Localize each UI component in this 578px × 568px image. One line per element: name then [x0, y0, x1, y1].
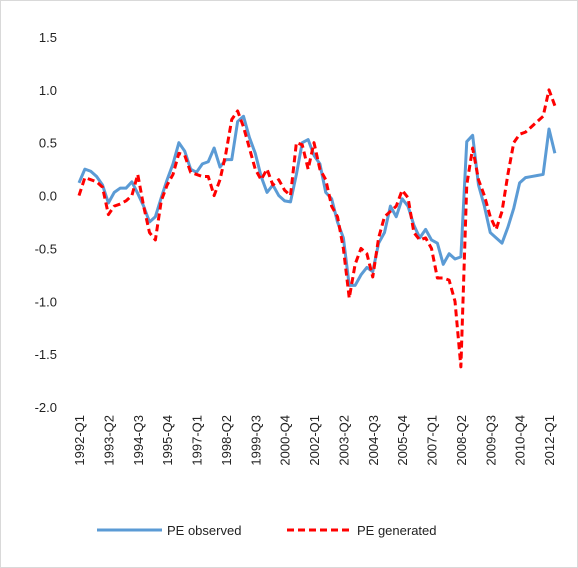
x-tick-label: 2008-Q2 [454, 415, 469, 466]
legend-label: PE generated [357, 523, 437, 538]
data-line [77, 88, 557, 369]
legend-label: PE observed [167, 523, 241, 538]
x-tick-label: 2007-Q1 [425, 415, 440, 466]
x-tick-label: 2012-Q1 [542, 415, 557, 466]
y-tick-label: -0.5 [35, 241, 57, 256]
x-tick-label: 1994-Q3 [131, 415, 146, 466]
y-tick-label: 1.0 [39, 83, 57, 98]
y-tick-label: -1.0 [35, 294, 57, 309]
y-tick-label: -1.5 [35, 347, 57, 362]
x-tick-label: 1995-Q4 [160, 415, 175, 466]
y-tick-label: 0.0 [39, 189, 57, 204]
y-tick-label: 1.5 [39, 30, 57, 45]
x-tick-label: 1997-Q1 [190, 415, 205, 466]
y-tick-label: -2.0 [35, 400, 57, 415]
x-tick-label: 1993-Q2 [101, 415, 116, 466]
x-tick-label: 2000-Q4 [278, 415, 293, 466]
x-tick-label: 2002-Q1 [307, 415, 322, 466]
x-tick-label: 1999-Q3 [248, 415, 263, 466]
x-tick-label: 1998-Q2 [219, 415, 234, 466]
x-tick-label: 2009-Q3 [483, 415, 498, 466]
x-tick-label: 1992-Q1 [72, 415, 87, 466]
x-tick-label: 2005-Q4 [395, 415, 410, 466]
x-tick-label: 2003-Q2 [336, 415, 351, 466]
y-tick-label: 0.5 [39, 136, 57, 151]
x-tick-label: 2004-Q3 [366, 415, 381, 466]
x-tick-label: 2010-Q4 [513, 415, 528, 466]
